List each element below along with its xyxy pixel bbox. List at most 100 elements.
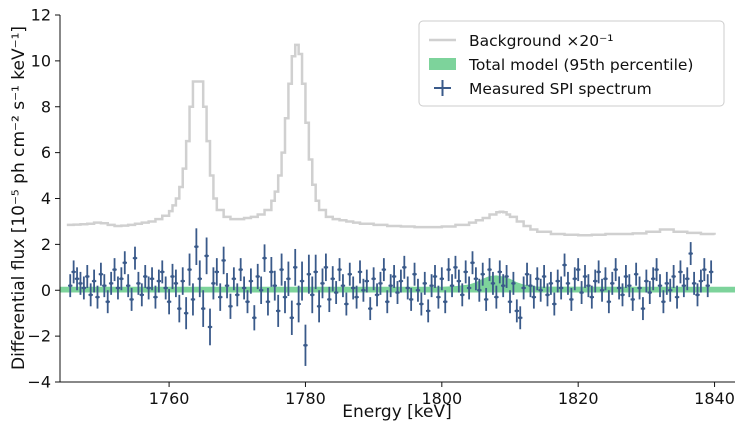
measured-point bbox=[364, 269, 370, 293]
measured-point bbox=[395, 281, 400, 305]
measured-point bbox=[620, 283, 625, 307]
measured-point bbox=[340, 274, 346, 298]
measured-point bbox=[582, 265, 588, 288]
measured-point bbox=[548, 271, 554, 295]
measured-point bbox=[483, 287, 489, 311]
measured-point bbox=[671, 265, 676, 288]
measured-point bbox=[139, 283, 145, 307]
measured-point bbox=[95, 285, 100, 309]
measured-point bbox=[177, 294, 182, 323]
measured-point bbox=[330, 266, 335, 292]
y-tick-label: 8 bbox=[41, 97, 51, 116]
measured-point bbox=[698, 269, 704, 293]
measured-point bbox=[344, 292, 349, 316]
measured-point bbox=[415, 278, 421, 302]
measured-point bbox=[293, 248, 298, 286]
model-band bbox=[60, 275, 735, 293]
measured-point bbox=[350, 276, 356, 300]
measured-point bbox=[408, 287, 414, 311]
legend-frame bbox=[418, 20, 725, 107]
measured-point bbox=[289, 300, 295, 335]
measured-point bbox=[231, 267, 237, 291]
measured-point bbox=[68, 274, 73, 298]
measured-point bbox=[603, 267, 608, 291]
measured-point bbox=[374, 283, 380, 307]
measured-point bbox=[275, 294, 281, 327]
measured-point bbox=[385, 290, 390, 314]
measured-point bbox=[562, 253, 567, 277]
measured-point bbox=[586, 274, 591, 298]
measured-point bbox=[214, 258, 220, 286]
measured-point bbox=[524, 262, 530, 286]
y-tick-label: 6 bbox=[41, 143, 51, 162]
measured-point bbox=[633, 262, 639, 286]
measured-point bbox=[153, 285, 158, 309]
measured-point bbox=[163, 276, 168, 300]
measured-point bbox=[535, 267, 540, 291]
legend: Background ×20⁻¹ Total model (95th perce… bbox=[418, 20, 725, 107]
x-tick-label: 1820 bbox=[558, 389, 599, 408]
measured-point bbox=[668, 278, 673, 302]
measured-point bbox=[443, 290, 448, 314]
measured-point bbox=[368, 297, 373, 321]
measured-point bbox=[572, 267, 577, 291]
x-tick-label: 1840 bbox=[694, 389, 735, 408]
measured-point bbox=[425, 299, 431, 323]
measured-point bbox=[112, 258, 117, 282]
measured-point bbox=[466, 276, 472, 300]
measured-point bbox=[575, 258, 581, 282]
measured-point bbox=[149, 267, 155, 291]
measured-point bbox=[432, 265, 438, 288]
measured-point bbox=[627, 274, 632, 298]
measured-point bbox=[702, 258, 707, 282]
measured-point bbox=[119, 267, 124, 291]
measured-point bbox=[606, 290, 612, 314]
measured-point bbox=[361, 278, 366, 302]
measured-point bbox=[695, 283, 700, 307]
y-tick-label: −2 bbox=[27, 327, 51, 346]
measured-point bbox=[579, 281, 584, 305]
measured-point bbox=[255, 263, 260, 290]
y-tick-label: 0 bbox=[41, 281, 51, 300]
measured-point bbox=[589, 285, 595, 309]
measured-point bbox=[187, 253, 192, 286]
measured-point bbox=[258, 276, 264, 305]
measured-point bbox=[688, 242, 693, 266]
measured-point bbox=[453, 255, 458, 279]
measured-point bbox=[637, 276, 642, 300]
measured-point bbox=[456, 269, 462, 293]
measured-point bbox=[74, 267, 80, 291]
measured-point bbox=[422, 271, 427, 295]
measured-point bbox=[173, 269, 179, 298]
measured-point bbox=[518, 306, 523, 330]
measured-point bbox=[228, 293, 233, 319]
measured-point bbox=[616, 276, 622, 300]
measured-point bbox=[337, 258, 342, 282]
measured-point bbox=[238, 258, 243, 282]
measured-point bbox=[514, 299, 520, 323]
measured-point bbox=[166, 289, 172, 315]
measured-point bbox=[644, 269, 649, 293]
measured-point bbox=[500, 274, 506, 298]
x-tick-label: 1780 bbox=[285, 389, 326, 408]
measured-point bbox=[565, 271, 571, 295]
measured-point bbox=[504, 265, 509, 288]
measured-point bbox=[269, 256, 274, 287]
measured-point bbox=[552, 292, 557, 316]
measured-point bbox=[136, 271, 141, 295]
measured-point bbox=[296, 285, 301, 323]
measured-point bbox=[190, 283, 196, 316]
measured-point bbox=[429, 274, 434, 298]
measured-point bbox=[218, 283, 223, 311]
measured-point bbox=[347, 262, 352, 286]
measured-point bbox=[691, 271, 697, 295]
legend-model-label: Total model (95th percentile) bbox=[468, 56, 693, 74]
y-axis-label: Differential flux [10⁻⁵ ph cm⁻² s⁻¹ keV⁻… bbox=[9, 26, 29, 370]
measured-point bbox=[674, 285, 680, 309]
measured-point bbox=[286, 261, 291, 296]
measured-point bbox=[143, 265, 148, 288]
measured-point bbox=[306, 254, 312, 294]
measured-point bbox=[313, 254, 318, 290]
measured-point bbox=[272, 270, 277, 301]
legend-background-label: Background ×20⁻¹ bbox=[469, 32, 614, 50]
